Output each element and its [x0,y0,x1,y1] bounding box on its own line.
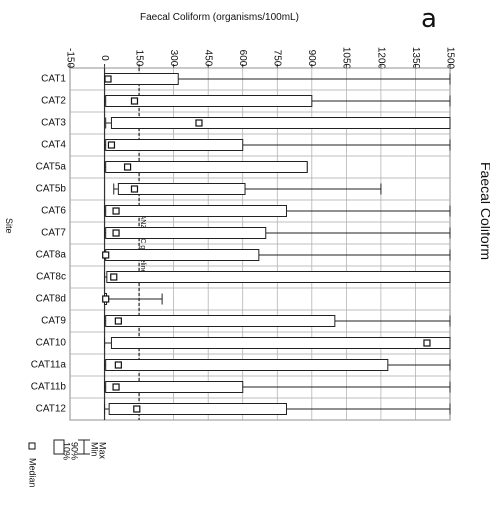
x-axis-title: Faecal Coliform (organisms/100mL) [140,12,299,23]
box-p10-p90 [105,161,308,173]
box-p10-p90 [105,249,260,261]
site-label: CAT11a [31,360,67,371]
site-label: CAT5a [36,162,67,173]
x-tick-label: 1200 [375,47,386,70]
site-label: CAT8c [36,272,66,283]
site-label: CAT2 [41,96,66,107]
median-marker [110,273,118,281]
median-marker [112,207,120,215]
x-tick-label: 300 [168,50,179,67]
box-p10-p90 [105,95,313,107]
legend-label: Max [98,442,108,460]
median-marker [123,163,132,171]
box-p10-p90 [117,183,246,195]
x-tick-label: -150 [64,48,75,68]
site-label: CAT7 [41,228,66,239]
median-marker [114,317,122,325]
median-marker [102,295,110,303]
median-marker [112,383,120,391]
median-marker [130,185,139,193]
median-marker [112,229,120,237]
site-label: CAT9 [41,316,66,327]
x-tick-label: 0 [99,55,110,61]
box-p10-p90 [104,73,179,85]
box-p10-p90 [110,337,451,349]
x-tick-label: 150 [133,50,144,67]
box-p10-p90 [105,139,244,151]
box-p10-p90 [105,315,336,327]
x-tick-label: 1350 [410,47,421,70]
site-label: CAT8d [36,294,66,305]
guideline-label: ANZECC guideline [139,215,146,274]
site-label: CAT12 [36,404,67,415]
legend-label: 10% [62,442,72,460]
x-tick-label: 900 [306,50,317,67]
panel-letter: a [421,4,437,34]
y-axis-title: Site [4,218,14,234]
median-marker [104,75,112,83]
box-p10-p90 [110,117,451,129]
site-label: CAT10 [36,338,67,349]
legend-box-icon [53,439,65,455]
legend-label: Median [28,458,38,488]
box-p10-p90 [105,205,287,217]
median-marker [195,119,203,127]
x-tick-label: 1050 [341,47,352,70]
box-p10-p90 [108,403,287,415]
site-label: CAT11b [31,382,67,393]
box-p10-p90 [105,381,244,393]
site-label: CAT1 [41,74,66,85]
chart-title: Faecal Coliform [478,162,490,261]
median-marker [130,97,139,105]
x-tick-label: 450 [203,50,214,67]
site-label: CAT3 [41,118,66,129]
x-tick-label: 1500 [444,47,455,70]
legend-median-icon [28,442,36,450]
box-p10-p90 [105,227,267,239]
site-label: CAT5b [36,184,67,195]
legend-label: 90% [70,442,80,460]
median-marker [423,339,431,347]
site-label: CAT4 [41,140,66,151]
site-label: CAT6 [41,206,66,217]
median-marker [114,361,122,369]
x-tick-label: 750 [272,50,283,67]
median-marker [133,405,141,413]
site-label: CAT8a [36,250,67,261]
box-p10-p90 [105,359,389,371]
median-marker [102,251,110,259]
legend-label: Min [90,442,100,457]
median-marker [107,141,116,149]
x-tick-label: 600 [237,50,248,67]
box-p10-p90 [106,271,451,283]
